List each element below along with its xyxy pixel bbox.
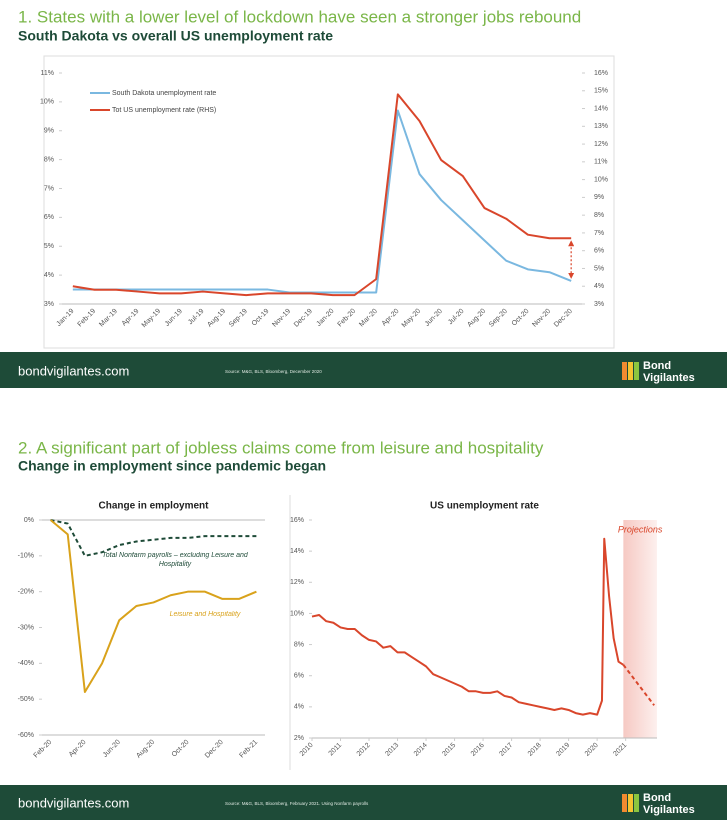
y-tick-label: 8% <box>44 156 54 163</box>
y-tick-label: 10% <box>40 99 54 106</box>
footer-bar <box>0 352 727 388</box>
x-tick-label: Aug-20 <box>135 739 156 760</box>
projection-label: Projections <box>618 524 663 534</box>
y-tick-label: -50% <box>18 696 34 703</box>
series-line <box>50 519 257 557</box>
x-tick-label: Feb-21 <box>239 739 260 760</box>
footer-source: Source: M&G, BLS, Bloomberg, February 20… <box>225 801 369 806</box>
y2-tick-label: 15% <box>594 88 608 95</box>
x-tick-label: Apr-20 <box>68 739 88 759</box>
slide-title: 1. States with a lower level of lockdown… <box>18 7 581 26</box>
x-tick-label: Jun-20 <box>102 739 122 759</box>
logo-text: Bond <box>643 792 671 804</box>
series-label: Leisure and Hospitality <box>169 611 241 618</box>
y2-tick-label: 7% <box>594 230 604 237</box>
footer-source: Source: M&G, BLS, Bloomberg, December 20… <box>225 369 322 374</box>
y2-tick-label: 12% <box>594 141 608 148</box>
projection-shade <box>623 520 657 738</box>
x-tick-label: 2020 <box>584 742 600 758</box>
y-tick-label: 10% <box>290 610 304 617</box>
x-tick-label: 2019 <box>555 742 571 758</box>
chart-title: US unemployment rate <box>430 501 539 512</box>
y-tick-label: -40% <box>18 660 34 667</box>
x-tick-label: 2012 <box>356 742 372 758</box>
y2-tick-label: 8% <box>594 212 604 219</box>
y-tick-label: 4% <box>44 272 54 279</box>
y2-tick-label: 13% <box>594 123 608 130</box>
y2-tick-label: 11% <box>594 159 608 166</box>
legend-label: South Dakota unemployment rate <box>112 90 216 97</box>
y-tick-label: 6% <box>294 673 304 680</box>
slide-subtitle: Change in employment since pandemic bega… <box>18 458 326 474</box>
series-line <box>72 93 572 297</box>
logo-text: Vigilantes <box>643 372 695 384</box>
y2-tick-label: 3% <box>594 301 604 308</box>
logo-icon <box>622 362 639 380</box>
y2-tick-label: 14% <box>594 105 608 112</box>
y-tick-label: 16% <box>290 517 304 524</box>
series-label-box: Total Nonfarm payrolls – excluding Leisu… <box>102 552 248 568</box>
x-tick-label: 2021 <box>612 742 628 758</box>
logo-text: Vigilantes <box>643 804 695 816</box>
series-line <box>72 109 572 294</box>
y-tick-label: 6% <box>44 214 54 221</box>
y2-tick-label: 5% <box>594 265 604 272</box>
series-line <box>622 664 655 706</box>
footer-site: bondvigilantes.com <box>18 363 129 378</box>
y-tick-label: 3% <box>44 301 54 308</box>
y-tick-label: 5% <box>44 243 54 250</box>
y-tick-label: 11% <box>41 70 55 77</box>
chart-title: Change in employment <box>98 501 209 512</box>
series-line <box>49 519 257 693</box>
y-tick-label: 0% <box>24 517 34 524</box>
x-tick-label: Dec-20 <box>204 739 225 760</box>
y-tick-label: -30% <box>18 624 34 631</box>
legend-label: Tot US unemployment rate (RHS) <box>112 107 216 114</box>
y-tick-label: 2% <box>294 735 304 742</box>
chart-frame <box>43 55 615 349</box>
y2-tick-label: 9% <box>594 194 604 201</box>
y-tick-label: 7% <box>44 185 54 192</box>
x-tick-label: 2015 <box>441 742 457 758</box>
y2-tick-label: 6% <box>594 248 604 255</box>
chart: US unemployment rate Projections 2% 4% 6% 8% 1… <box>290 501 663 758</box>
series-line <box>311 537 624 716</box>
x-tick-label: 2017 <box>498 742 514 758</box>
y-tick-label: 12% <box>290 579 304 586</box>
y-tick-label: -20% <box>18 589 34 596</box>
x-tick-label: 2013 <box>384 742 400 758</box>
y2-tick-label: 4% <box>594 283 604 290</box>
x-tick-label: Feb-20 <box>33 739 54 760</box>
y2-tick-label: 10% <box>594 176 608 183</box>
chart: Change in employment -60% -50% -40% -30% -20%… <box>18 501 265 760</box>
y-tick-label: -10% <box>18 553 34 560</box>
slide-title: 2. A significant part of jobless claims … <box>18 438 544 457</box>
x-tick-label: 2011 <box>328 742 344 758</box>
y-tick-label: 4% <box>294 704 304 711</box>
y-tick-label: 14% <box>290 548 304 555</box>
series-label: Total Nonfarm payrolls – excluding Leisu… <box>102 552 248 568</box>
footer-bar <box>0 785 727 820</box>
x-tick-label: 2014 <box>413 742 429 758</box>
y2-tick-label: 16% <box>594 70 608 77</box>
x-tick-label: 2018 <box>527 742 543 758</box>
logo-text: Bond <box>643 360 671 372</box>
x-tick-label: 2010 <box>299 742 315 758</box>
y-tick-label: -60% <box>18 732 34 739</box>
x-tick-label: Oct-20 <box>171 739 191 759</box>
y-tick-label: 8% <box>294 641 304 648</box>
footer-site: bondvigilantes.com <box>18 795 129 810</box>
slide-subtitle: South Dakota vs overall US unemployment … <box>18 28 333 44</box>
x-tick-label: 2016 <box>470 742 486 758</box>
logo-icon <box>622 794 639 812</box>
series-label-box: Leisure and Hospitality <box>169 611 241 618</box>
y-tick-label: 9% <box>44 128 54 135</box>
slide-background <box>0 0 727 388</box>
